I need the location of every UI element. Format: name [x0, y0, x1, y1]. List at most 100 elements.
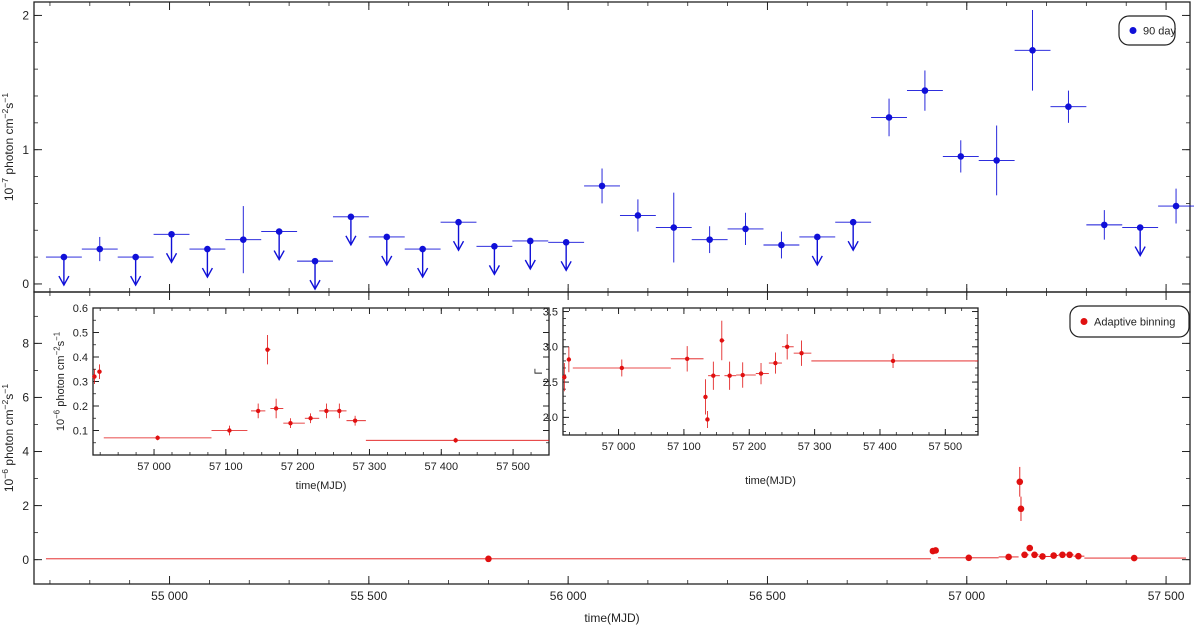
data-marker [566, 357, 572, 362]
plot-area [563, 308, 978, 435]
data-point [270, 398, 284, 419]
data-point [45, 253, 82, 287]
data-marker [491, 243, 498, 250]
data-point [103, 435, 212, 441]
data-point [763, 231, 800, 259]
data-point [153, 230, 190, 264]
data-point [319, 403, 334, 419]
x-tick-label: 57 300 [353, 461, 387, 473]
y-tick-label: 0.1 [73, 425, 88, 437]
ylabel-part: photon cm [2, 119, 16, 178]
y-tick-label: 2 [22, 9, 29, 23]
x-tick-label: 56 500 [749, 589, 786, 603]
data-marker [324, 408, 329, 414]
x-tick-label: 57 100 [209, 461, 243, 473]
x-tick-label: 57 400 [863, 441, 897, 453]
data-marker [719, 338, 725, 343]
data-point [333, 403, 347, 419]
data-marker [155, 435, 160, 441]
upper-limit-arrow [309, 279, 321, 291]
data-point [705, 411, 710, 428]
data-point [655, 192, 692, 263]
data-marker [932, 547, 939, 554]
x-tick-label: 57 200 [732, 441, 766, 453]
upper-limit-arrow [1134, 246, 1146, 257]
y-axis-label: Γ [533, 368, 545, 374]
upper-limit-arrow [130, 275, 142, 287]
data-point [1122, 224, 1159, 257]
legend-box [1069, 305, 1190, 338]
x-tick-label: 57 500 [496, 461, 530, 473]
data-marker [255, 408, 261, 414]
x-tick-label: 57 500 [928, 441, 962, 453]
data-point [45, 555, 931, 563]
ylabel-part: photon cm [55, 355, 67, 409]
data-marker [562, 374, 567, 380]
data-marker [619, 365, 625, 371]
data-point [708, 361, 720, 390]
x-axis-label: time(MJD) [296, 480, 347, 492]
data-point [440, 218, 477, 252]
upper-limit-arrow [524, 259, 536, 271]
data-point [189, 245, 226, 279]
data-point [97, 364, 102, 380]
data-marker [288, 420, 293, 426]
top-panel-90day: 0 1 2 10−7 photon cm−2s−1 90 day [0, 1, 1194, 293]
ylabel-exponent: −1 [53, 331, 62, 341]
data-point [368, 233, 405, 267]
data-point [1031, 551, 1039, 559]
upper-limit-arrow [560, 260, 572, 272]
data-point [998, 553, 1019, 561]
x-axis-label: time(MJD) [584, 611, 639, 625]
data-marker [1005, 553, 1012, 561]
upper-limit-arrow [345, 235, 357, 247]
data-marker [890, 358, 896, 364]
legend: 90 day [1118, 15, 1177, 46]
data-point [1058, 551, 1067, 559]
upper-limit-arrow [417, 267, 429, 279]
data-marker [455, 218, 462, 226]
ylabel-part: s [55, 340, 67, 346]
plot-frame [562, 307, 979, 436]
data-point [793, 340, 812, 366]
ylabel-part: 10 [2, 478, 16, 492]
inset-flux-panel: 0.1 0.2 0.3 0.4 0.5 0.6 57 000 57 100 57 200 57 3… [53, 303, 550, 492]
y-axis-label: 10−6 photon cm−2s−1 [0, 384, 16, 492]
data-point [92, 369, 97, 384]
data-marker [227, 428, 232, 433]
data-marker [1039, 553, 1046, 560]
data-marker [1066, 551, 1073, 559]
legend-box [1118, 15, 1176, 46]
data-marker [1136, 224, 1144, 231]
data-marker [598, 182, 606, 190]
data-marker [352, 418, 358, 423]
data-point [283, 418, 305, 429]
y-axis-label: 10−6 photon cm−2s−1 [53, 331, 67, 431]
data-marker [1059, 551, 1066, 559]
data-point [619, 199, 656, 232]
data-marker [705, 417, 710, 422]
data-marker [1075, 552, 1082, 560]
data-marker [308, 416, 313, 421]
data-marker [239, 236, 247, 243]
data-point [811, 353, 978, 368]
data-point [1021, 551, 1029, 559]
data-marker [784, 344, 790, 350]
ylabel-exponent: −6 [0, 469, 10, 479]
data-point [906, 70, 943, 111]
data-point [724, 361, 737, 390]
legend-marker [1080, 318, 1088, 325]
data-marker [96, 245, 104, 253]
data-marker [1021, 551, 1028, 559]
data-point [304, 413, 320, 424]
x-tick-label: 57 200 [281, 461, 315, 473]
data-marker [758, 371, 764, 376]
y-tick-label: 3.0 [543, 342, 558, 354]
x-tick-label: 55 000 [151, 589, 188, 603]
x-tick-label: 57 100 [667, 441, 701, 453]
upper-limit-arrow [165, 252, 178, 264]
x-axis-label: time(MJD) [745, 475, 796, 487]
x-tick-label: 57 500 [1148, 589, 1185, 603]
data-marker [706, 236, 713, 243]
